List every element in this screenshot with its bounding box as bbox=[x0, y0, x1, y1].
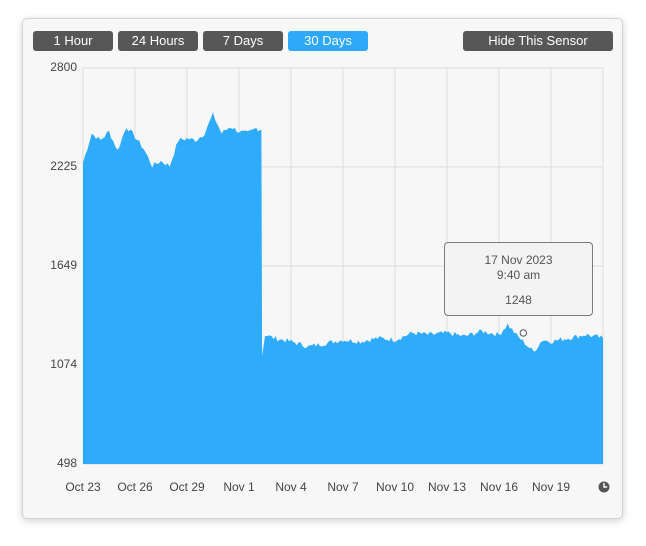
x-tick-label: Nov 10 bbox=[375, 480, 415, 494]
tooltip-date: 17 Nov 2023 bbox=[484, 253, 553, 267]
range-button-1-hour[interactable]: 1 Hour bbox=[33, 31, 113, 51]
x-tick-label: Oct 29 bbox=[169, 480, 205, 494]
range-button-7-days[interactable]: 7 Days bbox=[203, 31, 283, 51]
x-tick-label: Nov 4 bbox=[275, 480, 307, 494]
sensor-panel: 1 Hour 24 Hours 7 Days 30 Days Hide This… bbox=[22, 18, 623, 519]
x-tick-label: Oct 23 bbox=[65, 480, 101, 494]
x-tick-label: Nov 19 bbox=[531, 480, 571, 494]
x-tick-label: Nov 13 bbox=[427, 480, 467, 494]
x-tick-label: Nov 1 bbox=[223, 480, 255, 494]
x-tick-label: Oct 26 bbox=[117, 480, 153, 494]
hide-sensor-button[interactable]: Hide This Sensor bbox=[463, 31, 613, 51]
clock-icon[interactable] bbox=[598, 481, 610, 493]
y-tick-label: 2800 bbox=[50, 60, 77, 74]
y-tick-label: 2225 bbox=[50, 158, 77, 173]
hover-point-marker bbox=[519, 329, 528, 337]
tooltip-value: 1248 bbox=[505, 293, 532, 307]
tooltip-time: 9:40 am bbox=[496, 268, 541, 282]
x-tick-label: Nov 7 bbox=[327, 480, 359, 494]
y-tick-label: 1649 bbox=[50, 258, 77, 272]
sensor-chart bbox=[82, 67, 604, 465]
range-button-24-hours[interactable]: 24 Hours bbox=[118, 31, 198, 51]
y-tick-label: 498 bbox=[56, 456, 77, 470]
x-tick-label: Nov 16 bbox=[479, 480, 519, 494]
range-button-30-days[interactable]: 30 Days bbox=[288, 31, 368, 51]
series-area bbox=[83, 112, 603, 464]
value-tooltip: 17 Nov 2023 9:40 am 1248 bbox=[444, 242, 593, 316]
y-tick-label: 1074 bbox=[50, 356, 77, 371]
